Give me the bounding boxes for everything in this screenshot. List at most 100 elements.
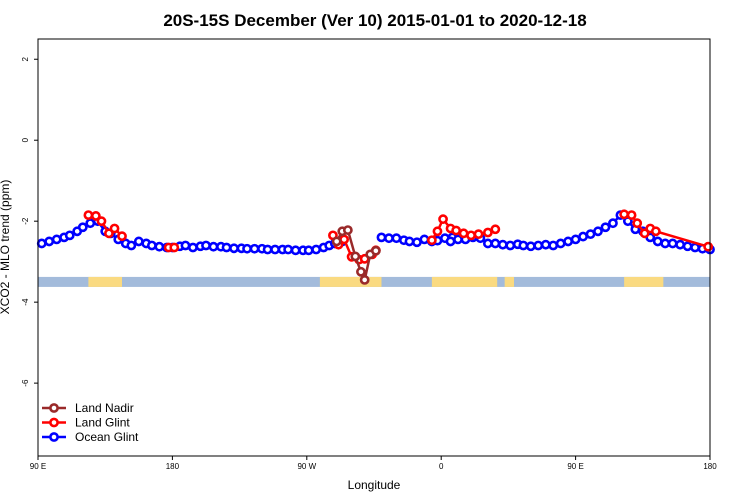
data-point xyxy=(660,238,671,249)
data-point xyxy=(585,229,596,240)
data-point xyxy=(36,238,47,249)
chart-title: 20S-15S December (Ver 10) 2015-01-01 to … xyxy=(163,11,586,30)
data-point xyxy=(229,243,239,254)
data-point xyxy=(482,238,493,249)
data-point xyxy=(64,230,75,241)
data-point xyxy=(350,251,361,262)
data-point xyxy=(482,227,493,238)
data-point xyxy=(518,240,529,251)
data-point xyxy=(384,233,394,244)
legend-marker xyxy=(49,432,59,442)
data-point xyxy=(356,266,366,277)
x-axis-label: Longitude xyxy=(348,478,401,492)
data-point xyxy=(146,240,157,251)
data-point xyxy=(600,222,611,233)
legend-marker xyxy=(49,417,59,428)
data-point xyxy=(262,244,273,255)
data-point xyxy=(458,228,469,239)
x-tick-label: 90 E xyxy=(567,462,583,471)
y-axis-label: XCO2 - MLO trend (ppm) xyxy=(0,180,12,315)
data-point xyxy=(339,234,350,245)
land-mask-segment xyxy=(504,276,514,287)
data-point xyxy=(426,235,437,246)
data-point xyxy=(540,239,551,250)
data-point xyxy=(404,236,415,247)
data-point xyxy=(548,240,559,251)
data-point xyxy=(370,245,381,256)
data-point xyxy=(505,240,516,251)
data-point xyxy=(608,218,618,229)
data-point xyxy=(188,242,198,253)
data-point xyxy=(303,245,314,256)
data-point xyxy=(412,237,422,248)
data-point xyxy=(419,234,430,245)
land-mask-segment xyxy=(88,276,122,287)
data-point xyxy=(593,226,603,237)
data-point xyxy=(675,239,686,250)
x-tick-label: 0 xyxy=(439,462,444,471)
data-point xyxy=(270,244,280,255)
legend-label: Land Nadir xyxy=(75,401,134,415)
data-point xyxy=(376,232,387,243)
data-point xyxy=(221,242,232,253)
land-mask-segment xyxy=(431,276,498,287)
data-point xyxy=(570,234,581,245)
data-point xyxy=(690,242,700,253)
land-ocean-mask xyxy=(38,276,710,287)
plot-series xyxy=(36,209,715,285)
data-point xyxy=(359,274,370,285)
data-point xyxy=(445,236,456,247)
y-tick-label: -2 xyxy=(21,217,30,225)
y-tick-label: 2 xyxy=(21,56,30,61)
x-tick-label: 180 xyxy=(703,462,717,471)
land-mask-segment xyxy=(624,276,664,287)
data-point xyxy=(563,236,574,247)
legend-label: Ocean Glint xyxy=(75,430,139,444)
legend-label: Land Glint xyxy=(75,416,130,430)
data-point xyxy=(652,236,663,247)
data-point xyxy=(626,210,637,221)
data-point xyxy=(632,218,643,229)
data-point xyxy=(117,231,127,242)
data-point xyxy=(85,218,96,229)
data-point xyxy=(497,239,508,250)
data-point xyxy=(525,241,536,252)
y-tick-label: 0 xyxy=(21,137,30,142)
data-point xyxy=(533,240,544,251)
data-point xyxy=(90,211,101,221)
data-point xyxy=(391,233,402,244)
data-point xyxy=(77,222,88,233)
series-land-nadir xyxy=(331,225,381,285)
legend-item: Land Glint xyxy=(42,416,130,430)
x-tick-label: 180 xyxy=(166,462,180,471)
data-point xyxy=(51,234,62,245)
y-axis: 2 0 -2 -4 -6 xyxy=(21,56,38,387)
data-point xyxy=(667,238,678,249)
data-point xyxy=(311,244,322,255)
data-point xyxy=(44,236,55,247)
y-tick-label: -4 xyxy=(21,298,30,306)
data-point xyxy=(490,238,501,249)
data-point xyxy=(473,229,484,240)
x-tick-label: 90 E xyxy=(30,462,46,471)
legend-marker xyxy=(49,403,59,413)
data-point xyxy=(682,241,693,252)
data-point xyxy=(96,216,107,227)
land-mask-segment xyxy=(319,276,382,287)
x-tick-label: 90 W xyxy=(297,462,316,471)
x-axis: 90 E 180 90 W 0 90 E 180 xyxy=(30,456,717,471)
data-point xyxy=(242,243,252,254)
data-point xyxy=(133,236,144,247)
data-point xyxy=(109,223,120,234)
data-point xyxy=(451,225,462,236)
data-point xyxy=(208,241,219,252)
data-point xyxy=(201,240,211,251)
data-point xyxy=(438,214,448,225)
data-point xyxy=(466,230,476,241)
legend-item: Ocean Glint xyxy=(42,430,139,444)
data-point xyxy=(703,241,714,252)
data-point xyxy=(555,238,566,249)
data-point xyxy=(249,243,260,254)
